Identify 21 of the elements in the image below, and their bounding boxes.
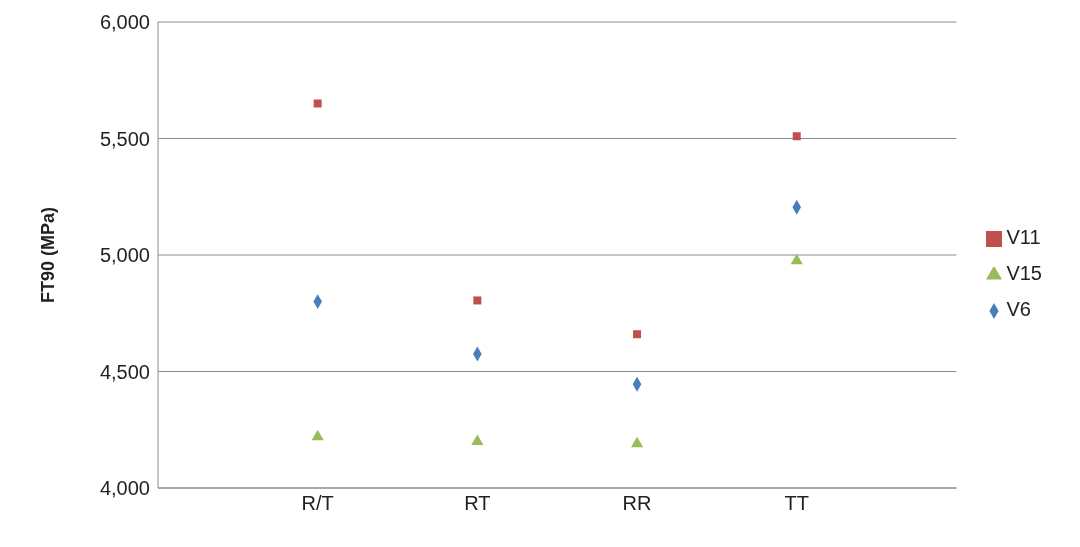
y-axis-title: FT90 (MPa): [38, 206, 59, 304]
x-tick-label: RT: [464, 492, 491, 515]
point: [473, 296, 482, 305]
x-tick-label: TT: [784, 492, 809, 515]
legend-label: V15: [1006, 262, 1042, 284]
legend-label: V11: [1006, 226, 1041, 248]
point: [790, 253, 803, 265]
y-tick-label: 4,000: [99, 477, 150, 500]
x-tick-label: R/T: [301, 492, 334, 515]
legend-label: V6: [1006, 298, 1031, 320]
x-tick-label: RR: [622, 492, 652, 515]
point: [471, 434, 484, 445]
y-tick-label: 6,000: [99, 11, 150, 34]
point: [792, 132, 801, 141]
y-tick-label: 5,500: [99, 127, 150, 150]
y-tick-label: 4,500: [99, 360, 150, 383]
point: [630, 436, 644, 448]
point: [633, 330, 642, 339]
point: [313, 99, 322, 108]
point: [311, 429, 324, 441]
y-tick-label: 5,000: [99, 244, 150, 267]
